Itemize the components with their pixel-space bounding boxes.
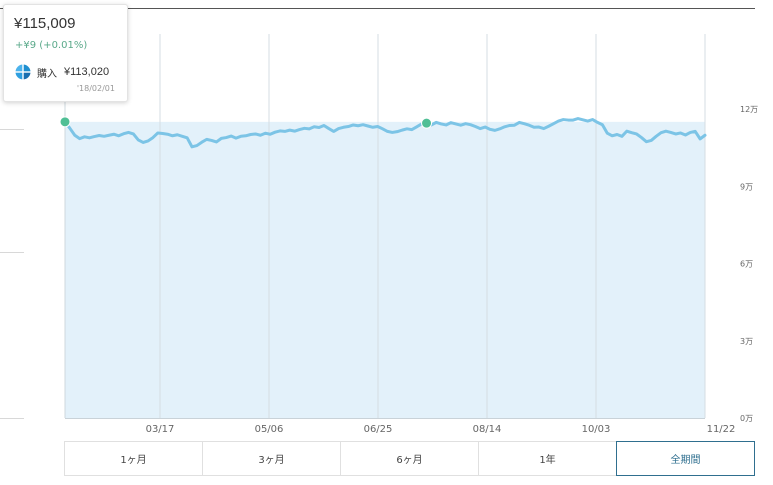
x-tick-label: 08/14: [473, 424, 502, 435]
y-tick-label: 0万: [740, 414, 753, 423]
period-selector: 1ヶ月 3ヶ月 6ヶ月 1年 全期間: [64, 441, 755, 476]
period-button-3-months[interactable]: 3ヶ月: [202, 441, 341, 476]
chart-layer: 03/17 05/06 06/25 08/14 10/03 11/22 0万 3万 6万 9万 12…: [59, 34, 758, 435]
x-tick-label: 05/06: [255, 424, 284, 435]
buy-marker: [59, 116, 71, 128]
tooltip-date: '18/02/01: [76, 84, 115, 93]
tooltip-buy-row: 購入 ¥113,020: [15, 64, 109, 80]
buy-marker: [421, 117, 433, 129]
period-button-1-month[interactable]: 1ヶ月: [64, 441, 203, 476]
x-tick-label: 11/22: [707, 424, 736, 435]
period-button-6-months[interactable]: 6ヶ月: [340, 441, 479, 476]
y-tick-label: 3万: [740, 337, 753, 346]
x-tick-label: 10/03: [582, 424, 611, 435]
series-line: [63, 117, 707, 149]
reference-area: [65, 121, 705, 419]
period-button-all-time[interactable]: 全期間: [616, 441, 755, 476]
buy-pinwheel-icon: [15, 64, 31, 80]
x-tick-label: 06/25: [364, 424, 393, 435]
y-tick-label: 6万: [740, 260, 753, 269]
tooltip-buy-label: 購入: [37, 68, 57, 80]
value-tooltip: ¥115,009 +¥9 (+0.01%) 購入 ¥113,020 '18/02…: [3, 4, 128, 102]
tooltip-value: ¥115,009: [14, 15, 76, 32]
tooltip-buy-price: ¥113,020: [64, 66, 110, 78]
y-tick-label: 9万: [740, 182, 753, 191]
tooltip-change: +¥9 (+0.01%): [15, 40, 88, 51]
x-tick-label: 03/17: [146, 424, 175, 435]
y-tick-label: 12万: [740, 105, 758, 114]
period-button-1-year[interactable]: 1年: [478, 441, 617, 476]
